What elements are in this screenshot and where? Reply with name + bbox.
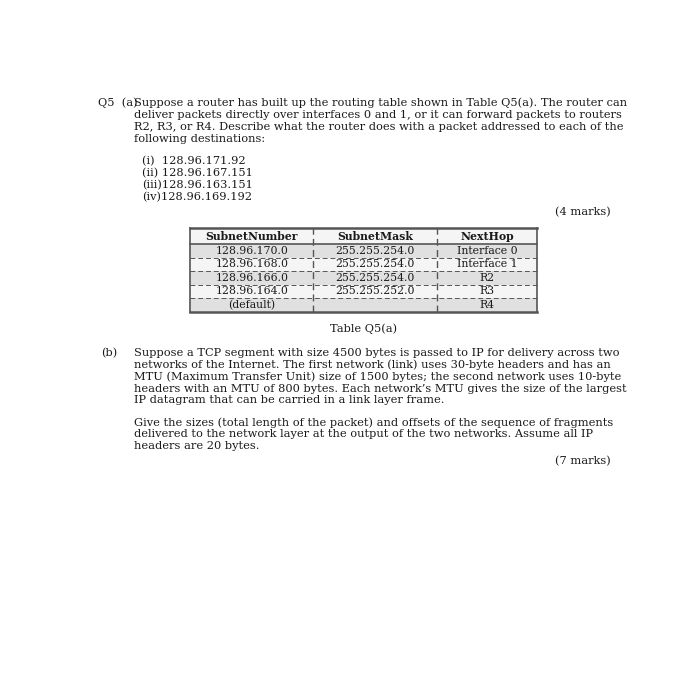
Text: deliver packets directly over interfaces 0 and 1, or it can forward packets to r: deliver packets directly over interfaces… (134, 110, 622, 120)
Text: R2: R2 (480, 273, 495, 283)
Text: headers with an MTU of 800 bytes. Each network’s MTU gives the size of the large: headers with an MTU of 800 bytes. Each n… (134, 383, 627, 394)
Bar (190, 228, 537, 244)
Text: (7 marks): (7 marks) (555, 456, 611, 466)
Text: following destinations:: following destinations: (134, 133, 265, 144)
Text: 128.96.166.0: 128.96.166.0 (216, 273, 289, 283)
Text: Suppose a router has built up the routing table shown in Table Q5(a). The router: Suppose a router has built up the routin… (134, 98, 627, 108)
Text: 128.96.168.0: 128.96.168.0 (216, 259, 289, 270)
Text: SubnetNumber: SubnetNumber (205, 231, 298, 242)
Bar (190, 257, 537, 271)
Text: R2, R3, or R4. Describe what the router does with a packet addressed to each of : R2, R3, or R4. Describe what the router … (134, 122, 624, 131)
Text: 255.255.252.0: 255.255.252.0 (336, 286, 415, 296)
Text: headers are 20 bytes.: headers are 20 bytes. (134, 441, 260, 452)
Text: Give the sizes (total length of the packet) and offsets of the sequence of fragm: Give the sizes (total length of the pack… (134, 417, 613, 428)
Text: networks of the Internet. The first network (link) uses 30-byte headers and has : networks of the Internet. The first netw… (134, 360, 611, 370)
Text: (iv)128.96.169.192: (iv)128.96.169.192 (142, 191, 252, 202)
Text: Interface 1: Interface 1 (457, 259, 517, 270)
Text: 128.96.164.0: 128.96.164.0 (216, 286, 288, 296)
Text: Q5  (a): Q5 (a) (98, 98, 137, 108)
Text: (b): (b) (101, 348, 118, 358)
Text: (default): (default) (228, 300, 276, 310)
Text: (i)  128.96.171.92: (i) 128.96.171.92 (142, 156, 245, 166)
Text: SubnetMask: SubnetMask (337, 231, 413, 242)
Bar (190, 298, 537, 312)
Bar (190, 244, 537, 257)
Text: IP datagram that can be carried in a link layer frame.: IP datagram that can be carried in a lin… (134, 396, 444, 405)
Text: delivered to the network layer at the output of the two networks. Assume all IP: delivered to the network layer at the ou… (134, 430, 593, 439)
Text: NextHop: NextHop (460, 231, 514, 242)
Text: MTU (Maximum Transfer Unit) size of 1500 bytes; the second network uses 10-byte: MTU (Maximum Transfer Unit) size of 1500… (134, 372, 621, 382)
Text: (ii) 128.96.167.151: (ii) 128.96.167.151 (142, 168, 253, 178)
Text: (4 marks): (4 marks) (555, 206, 611, 217)
Text: Table Q5(a): Table Q5(a) (330, 323, 398, 334)
Text: 255.255.254.0: 255.255.254.0 (336, 273, 415, 283)
Text: R4: R4 (480, 300, 495, 310)
Text: 128.96.170.0: 128.96.170.0 (216, 246, 288, 256)
Text: 255.255.254.0: 255.255.254.0 (336, 246, 415, 256)
Text: Suppose a TCP segment with size 4500 bytes is passed to IP for delivery across t: Suppose a TCP segment with size 4500 byt… (134, 348, 619, 358)
Text: 255.255.254.0: 255.255.254.0 (336, 259, 415, 270)
Text: Interface 0: Interface 0 (457, 246, 517, 256)
Text: R3: R3 (480, 286, 495, 296)
Bar (190, 271, 537, 285)
Text: (iii)128.96.163.151: (iii)128.96.163.151 (142, 180, 253, 190)
Bar (190, 285, 537, 298)
